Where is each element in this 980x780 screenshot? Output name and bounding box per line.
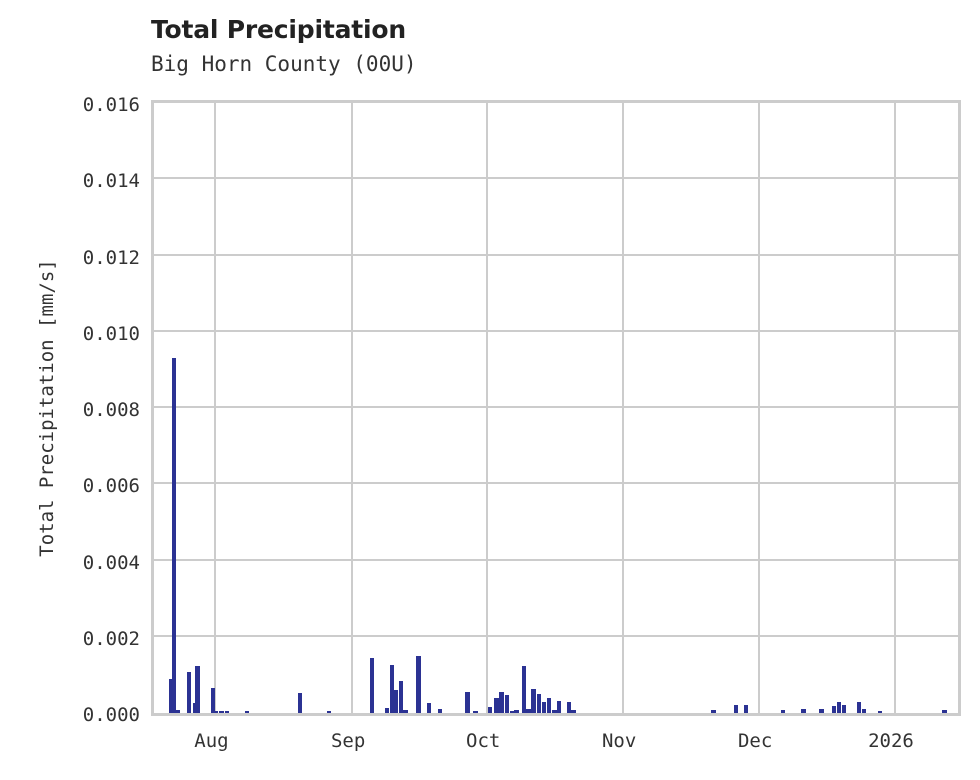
y-tick-label: 0.002 xyxy=(82,627,140,650)
gridline-horizontal xyxy=(154,634,958,637)
bar xyxy=(780,709,785,713)
bar xyxy=(877,710,883,713)
x-tick-label: Aug xyxy=(194,730,229,752)
bar xyxy=(711,710,716,713)
bar xyxy=(571,709,576,713)
plot-area xyxy=(151,100,961,716)
bar xyxy=(487,707,493,713)
x-axis-tick-labels: Aug Sep Oct Nov Dec 2026 xyxy=(151,730,961,760)
bar xyxy=(465,692,470,713)
bar xyxy=(168,679,174,713)
y-tick-label: 0.012 xyxy=(82,246,140,269)
x-tick-label: Dec xyxy=(737,730,773,752)
bar xyxy=(541,701,547,713)
bar xyxy=(531,689,536,713)
bar xyxy=(504,695,510,713)
bar xyxy=(224,711,230,713)
bar xyxy=(836,701,842,713)
y-tick-label: 0.008 xyxy=(82,399,140,421)
bar xyxy=(219,711,224,713)
bar xyxy=(389,664,395,713)
y-axis-tick-labels: 0.000 0.002 0.004 0.006 0.008 0.010 0.012 0.014… xyxy=(0,96,140,725)
bar xyxy=(733,704,739,713)
bar xyxy=(743,704,748,713)
bar xyxy=(210,687,216,713)
bar xyxy=(426,703,432,713)
bar xyxy=(213,711,219,713)
bar xyxy=(536,693,542,713)
gridline-horizontal xyxy=(154,482,958,485)
bar xyxy=(192,703,198,713)
x-tick-label: Sep xyxy=(330,730,366,752)
bar xyxy=(557,700,562,713)
bar xyxy=(186,672,192,713)
gridline-horizontal xyxy=(154,177,958,180)
gridline-horizontal xyxy=(154,253,958,256)
bar xyxy=(861,708,867,713)
bar xyxy=(801,709,806,713)
bar xyxy=(245,710,250,713)
bar xyxy=(369,658,375,713)
bar xyxy=(393,690,399,713)
bar xyxy=(566,701,572,713)
page-title: Total Precipitation xyxy=(151,15,406,44)
bar xyxy=(195,665,200,713)
plot-inner xyxy=(154,103,958,713)
bar xyxy=(403,709,408,713)
bar xyxy=(856,701,862,713)
bar xyxy=(175,710,181,713)
bar xyxy=(841,704,847,713)
bar xyxy=(171,358,177,713)
x-tick-label: Nov xyxy=(601,730,637,752)
bar xyxy=(297,692,303,713)
y-tick-label: 0.004 xyxy=(82,551,140,574)
chart-subtitle: Big Horn County (00U) xyxy=(151,52,417,76)
gridline-horizontal xyxy=(154,558,958,561)
bar xyxy=(327,711,332,713)
gridline-horizontal xyxy=(154,406,958,408)
y-tick-label: 0.010 xyxy=(82,322,140,345)
bar xyxy=(942,709,947,713)
bar xyxy=(552,709,557,713)
bar xyxy=(438,708,443,713)
gridline-vertical xyxy=(622,103,625,713)
y-tick-label: 0.014 xyxy=(82,170,140,193)
bar xyxy=(473,711,478,713)
bar xyxy=(398,681,404,713)
bar xyxy=(509,710,514,713)
bar xyxy=(546,697,551,713)
gridline-vertical xyxy=(758,103,761,713)
gridline-vertical xyxy=(214,103,217,713)
bar xyxy=(526,709,531,713)
bar xyxy=(416,655,421,713)
x-tick-label: Oct xyxy=(466,730,501,752)
bar xyxy=(499,692,504,713)
bar xyxy=(514,709,519,713)
gridline-vertical xyxy=(351,103,354,713)
gridline-horizontal xyxy=(154,329,958,332)
bar xyxy=(819,709,824,713)
y-tick-label: 0.000 xyxy=(82,704,140,726)
bar xyxy=(494,697,499,713)
y-tick-label: 0.016 xyxy=(82,94,140,116)
bar xyxy=(521,666,527,713)
y-tick-label: 0.006 xyxy=(82,475,140,498)
gridline-vertical xyxy=(894,103,896,713)
x-tick-label: 2026 xyxy=(868,730,914,752)
bar xyxy=(831,706,837,713)
bar xyxy=(384,707,390,713)
gridline-vertical xyxy=(486,103,489,713)
